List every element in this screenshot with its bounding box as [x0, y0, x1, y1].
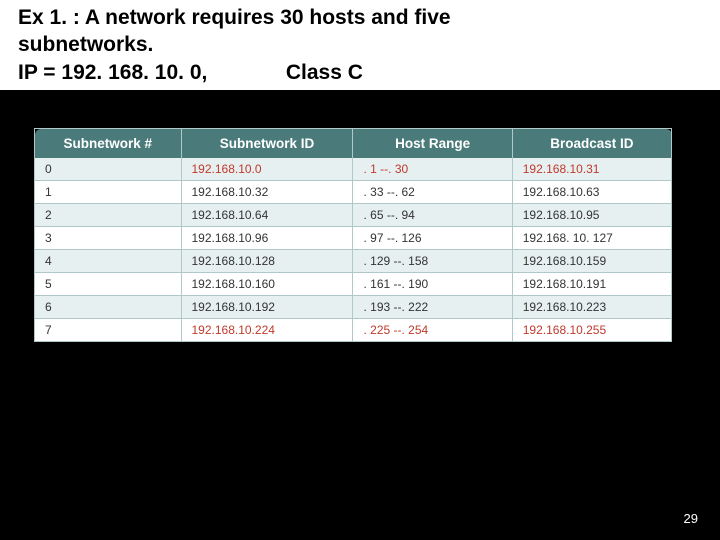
subnet-table-wrap: Subnetwork # Subnetwork ID Host Range Br…	[34, 128, 672, 342]
table-cell: 4	[35, 250, 182, 273]
table-cell: 5	[35, 273, 182, 296]
table-cell: 192.168.10.32	[181, 181, 353, 204]
table-cell: 192.168.10.96	[181, 227, 353, 250]
table-cell: 192.168.10.0	[181, 158, 353, 181]
table-cell: . 225 --. 254	[353, 319, 512, 342]
table-cell: . 65 --. 94	[353, 204, 512, 227]
table-cell: . 33 --. 62	[353, 181, 512, 204]
table-cell: . 129 --. 158	[353, 250, 512, 273]
table-cell: 192.168.10.191	[512, 273, 671, 296]
table-body: 0192.168.10.0. 1 --. 30192.168.10.311192…	[35, 158, 672, 342]
title-line-3: IP = 192. 168. 10. 0, Class C	[0, 59, 720, 86]
table-cell: 192.168.10.255	[512, 319, 671, 342]
table-cell: 192.168. 10. 127	[512, 227, 671, 250]
table-cell: 192.168.10.223	[512, 296, 671, 319]
title-class: Class C	[286, 61, 363, 84]
col-subnet-num: Subnetwork #	[35, 129, 182, 159]
table-cell: 6	[35, 296, 182, 319]
table-cell: 1	[35, 181, 182, 204]
table-cell: 192.168.10.31	[512, 158, 671, 181]
table-header-row: Subnetwork # Subnetwork ID Host Range Br…	[35, 129, 672, 159]
table-cell: . 193 --. 222	[353, 296, 512, 319]
table-cell: 2	[35, 204, 182, 227]
table-row: 3192.168.10.96. 97 --. 126192.168. 10. 1…	[35, 227, 672, 250]
table-cell: . 161 --. 190	[353, 273, 512, 296]
col-subnet-id: Subnetwork ID	[181, 129, 353, 159]
subnet-table: Subnetwork # Subnetwork ID Host Range Br…	[34, 128, 672, 342]
table-row: 7192.168.10.224. 225 --. 254192.168.10.2…	[35, 319, 672, 342]
title-block: Ex 1. : A network requires 30 hosts and …	[0, 0, 720, 90]
table-cell: 192.168.10.224	[181, 319, 353, 342]
table-cell: 7	[35, 319, 182, 342]
table-cell: 0	[35, 158, 182, 181]
table-cell: 192.168.10.128	[181, 250, 353, 273]
table-row: 1192.168.10.32. 33 --. 62192.168.10.63	[35, 181, 672, 204]
col-broadcast-id: Broadcast ID	[512, 129, 671, 159]
col-host-range: Host Range	[353, 129, 512, 159]
table-cell: 192.168.10.95	[512, 204, 671, 227]
table-row: 5192.168.10.160. 161 --. 190192.168.10.1…	[35, 273, 672, 296]
table-row: 2192.168.10.64. 65 --. 94192.168.10.95	[35, 204, 672, 227]
slide: Ex 1. : A network requires 30 hosts and …	[0, 0, 720, 540]
table-cell: 192.168.10.160	[181, 273, 353, 296]
title-line-2: subnetworks.	[0, 31, 720, 58]
table-cell: . 97 --. 126	[353, 227, 512, 250]
table-cell: 3	[35, 227, 182, 250]
page-number: 29	[684, 511, 698, 526]
table-cell: 192.168.10.64	[181, 204, 353, 227]
table-row: 0192.168.10.0. 1 --. 30192.168.10.31	[35, 158, 672, 181]
table-cell: 192.168.10.192	[181, 296, 353, 319]
table-cell: 192.168.10.63	[512, 181, 671, 204]
table-cell: 192.168.10.159	[512, 250, 671, 273]
title-ip: IP = 192. 168. 10. 0,	[18, 59, 280, 86]
table-row: 6192.168.10.192. 193 --. 222192.168.10.2…	[35, 296, 672, 319]
table-row: 4192.168.10.128. 129 --. 158192.168.10.1…	[35, 250, 672, 273]
title-line-1: Ex 1. : A network requires 30 hosts and …	[0, 4, 720, 31]
table-cell: . 1 --. 30	[353, 158, 512, 181]
